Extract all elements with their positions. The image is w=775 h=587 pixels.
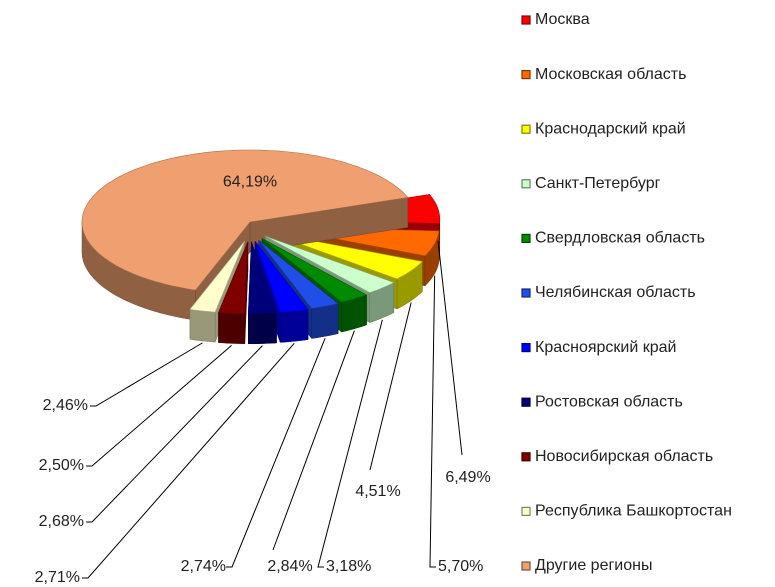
- legend-swatch: [521, 179, 531, 189]
- slice: [247, 241, 277, 345]
- slice: [218, 241, 249, 344]
- data-label: 5,70%: [438, 558, 483, 575]
- slice-top: [268, 232, 423, 280]
- slice-top: [254, 241, 309, 313]
- legend-label: Челябинская область: [535, 284, 696, 301]
- data-label: 2,71%: [35, 569, 80, 586]
- legend-label: Красноярский край: [535, 339, 676, 356]
- slice-wall: [279, 309, 309, 343]
- legend-swatch: [521, 343, 531, 353]
- leader-line: [86, 344, 232, 467]
- slice-top: [261, 238, 368, 303]
- data-label: 2,84%: [267, 558, 312, 575]
- leader-line: [369, 302, 412, 471]
- data-label: 2,74%: [181, 558, 226, 575]
- data-label: 2,50%: [39, 457, 84, 474]
- slice-top: [81, 149, 409, 291]
- legend-label: Республика Башкортостан: [535, 503, 732, 520]
- slice-top: [218, 241, 249, 315]
- legend-swatch: [521, 288, 531, 298]
- legend-swatch: [521, 452, 531, 462]
- legend-swatch: [521, 561, 531, 571]
- slice-top: [258, 239, 339, 309]
- slice-wall: [218, 312, 246, 344]
- leader-line: [82, 342, 295, 579]
- legend-swatch: [521, 506, 531, 516]
- legend-swatch: [521, 124, 531, 134]
- slice-wall: [248, 312, 277, 345]
- data-label: 2,46%: [43, 397, 88, 414]
- slice-wall: [189, 309, 216, 343]
- legend-label: Ростовская область: [535, 393, 683, 410]
- leader-line: [90, 342, 203, 407]
- legend-swatch: [521, 233, 531, 243]
- legend-swatch: [521, 15, 531, 25]
- legend-label: Краснодарский край: [535, 120, 686, 137]
- legend-label: Москва: [535, 11, 590, 28]
- legend-label: Другие регионы: [535, 557, 652, 574]
- legend-label: Свердловская область: [535, 230, 705, 247]
- legend-swatch: [521, 69, 531, 80]
- leader-line: [317, 319, 383, 568]
- data-label: 4,51%: [355, 483, 400, 500]
- legend-label: Новосибирская область: [535, 448, 713, 465]
- leader-line: [429, 275, 436, 568]
- data-label: 2,68%: [39, 513, 84, 530]
- leader-line: [226, 338, 326, 568]
- slice-top: [265, 235, 395, 293]
- leader-line: [272, 330, 355, 551]
- data-label: 3,18%: [326, 558, 371, 575]
- data-label: 64,19%: [223, 174, 277, 191]
- slice-top: [247, 241, 277, 315]
- legend-swatch: [521, 397, 531, 407]
- slice-wall: [311, 303, 339, 339]
- slice-top: [189, 241, 245, 313]
- leader-line: [86, 345, 263, 523]
- legend-label: Московская область: [535, 66, 686, 83]
- data-label: 6,49%: [445, 469, 490, 486]
- legend-label: Санкт-Петербург: [535, 175, 661, 192]
- leader-line: [437, 240, 463, 456]
